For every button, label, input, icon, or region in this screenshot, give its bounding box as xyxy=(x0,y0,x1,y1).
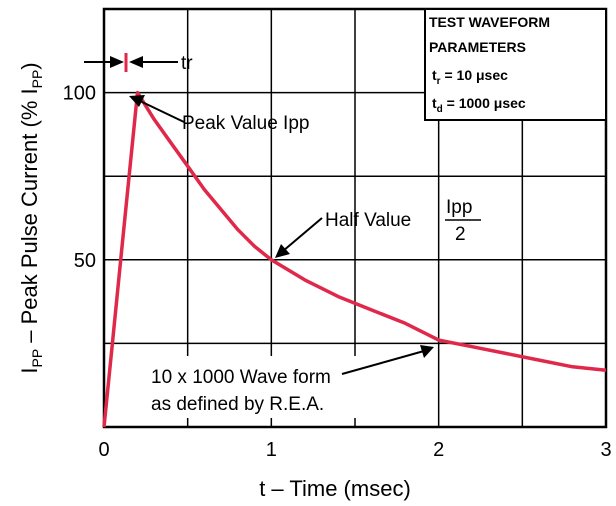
x-tick-label: 1 xyxy=(266,439,277,461)
half-arrow xyxy=(275,217,323,258)
tr-label: tr xyxy=(181,53,193,74)
half-value-denominator: 2 xyxy=(455,224,466,245)
waveform-note-line1: 10 x 1000 Wave form xyxy=(151,367,331,388)
tr-right-arrow xyxy=(129,56,178,68)
x-tick-label: 0 xyxy=(98,439,109,461)
x-tick-label: 3 xyxy=(600,439,611,461)
param-td: td = 1000 μsec xyxy=(432,95,526,115)
y-tick-label: 50 xyxy=(74,250,96,272)
y-tick-label: 100 xyxy=(63,83,96,105)
y-axis-title: IPP – Peak Pulse Current (% IPP) xyxy=(17,62,45,373)
waveform-note-background xyxy=(146,356,394,418)
params-title-line1: TEST WAVEFORM xyxy=(429,14,550,30)
x-axis-title: t – Time (msec) xyxy=(259,476,411,501)
x-tick-label: 2 xyxy=(433,439,444,461)
tr-left-arrow xyxy=(84,56,124,68)
waveform-arrow xyxy=(341,345,434,375)
plot-frame xyxy=(102,7,608,429)
params-title-line2: PARAMETERS xyxy=(429,39,526,55)
waveform-note-line2: as defined by R.E.A. xyxy=(151,394,324,415)
peak-arrow xyxy=(129,95,185,123)
tick-labels: 0 1 2 3 50 100 xyxy=(63,83,612,461)
param-tr: tr = 10 μsec xyxy=(432,67,508,87)
peak-label: Peak Value Ipp xyxy=(182,113,309,134)
parameters-box: TEST WAVEFORM PARAMETERS tr = 10 μsec td… xyxy=(424,8,607,121)
half-value-numerator: Ipp xyxy=(446,197,472,218)
half-value-label: Half Value xyxy=(325,210,411,231)
waveform-curve xyxy=(102,90,607,428)
